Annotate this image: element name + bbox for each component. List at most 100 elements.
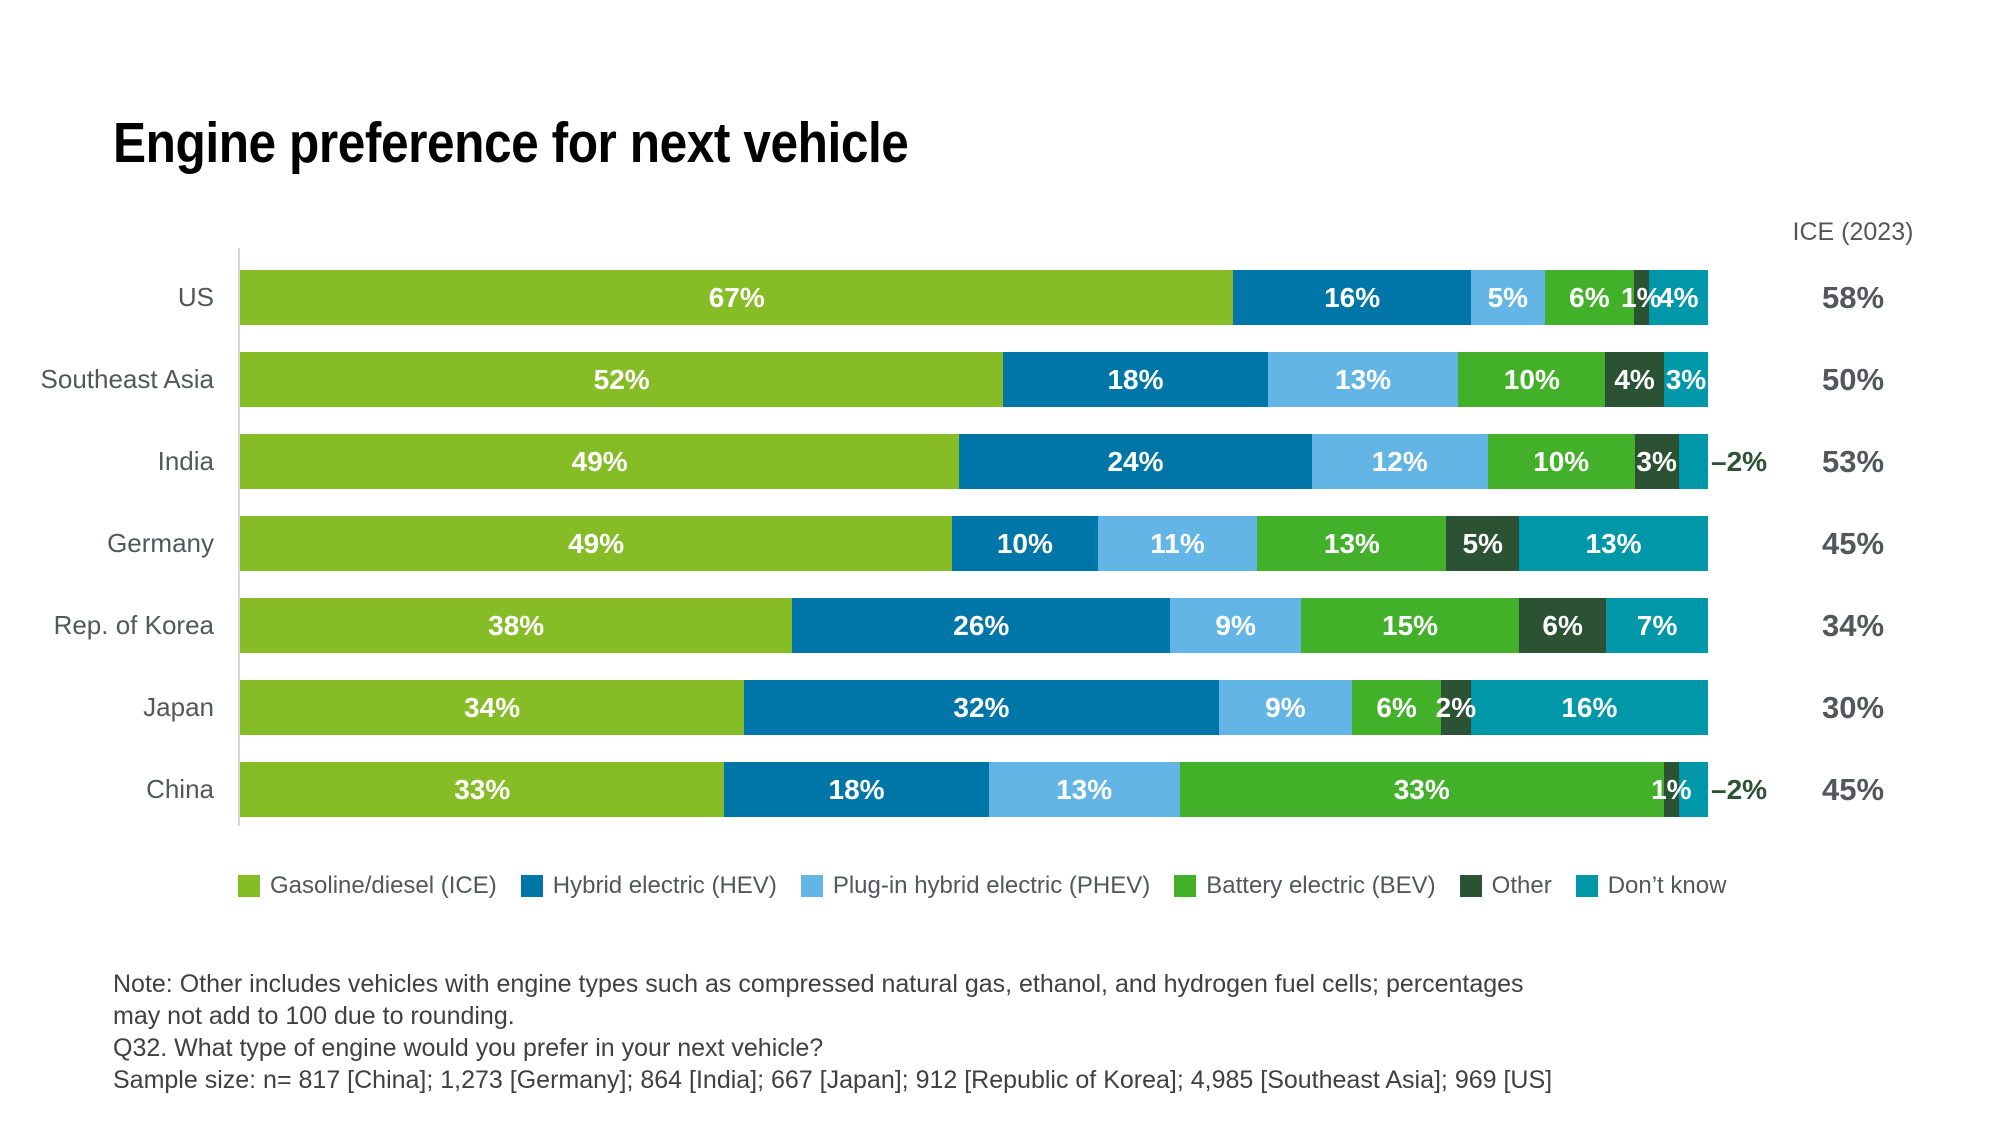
legend-swatch <box>1174 875 1197 897</box>
segment-value-label: 24% <box>1107 446 1164 477</box>
chart-row-japan: Japan 34% 32% 9% 6% 2% 16% 30% <box>0 680 2016 735</box>
chart-row-india: India 49% 24% 12% 10% 3% –2% 53% <box>0 434 2016 489</box>
legend-item-other: Other <box>1459 872 1552 900</box>
bar-segment-hybrid-electric-hev <box>724 762 989 817</box>
bar-segment-battery-electric-bev <box>1257 516 1447 571</box>
legend: Gasoline/diesel (ICE) Hybrid electric (HE… <box>238 872 1726 900</box>
stacked-bar: 38% 26% 9% 15% 6% 7% <box>240 598 1708 653</box>
bar-segment-gasoline-diesel-ice <box>240 598 793 653</box>
legend-swatch <box>520 875 543 897</box>
bar-segment-plug-in-hybrid-electric-phev <box>1267 352 1459 407</box>
legend-swatch <box>1575 875 1598 897</box>
footnote-line: Sample size: n= 817 [China]; 1,273 [Germ… <box>113 1066 1553 1094</box>
bar-segment-plug-in-hybrid-electric-phev <box>1470 270 1545 325</box>
footnote-line: Q32. What type of engine would you prefe… <box>113 1034 824 1062</box>
segment-value-label: 4% <box>1614 364 1655 395</box>
bar-segment-other <box>1519 598 1607 653</box>
bar-segment-gasoline-diesel-ice <box>240 352 1004 407</box>
segment-value-label: 33% <box>1393 774 1450 805</box>
bar-segment-plug-in-hybrid-electric-phev <box>1218 680 1353 735</box>
bar-segment-other <box>1605 352 1664 407</box>
legend-item-plug-in-hybrid-electric-phev: Plug-in hybrid electric (PHEV) <box>800 872 1151 900</box>
footnote-line: may not add to 100 due to rounding. <box>113 1002 515 1030</box>
segment-value-label: 6% <box>1376 692 1417 723</box>
segment-value-label: 2% <box>1435 692 1477 723</box>
segment-value-label: 13% <box>1585 528 1642 559</box>
bar-segment-plug-in-hybrid-electric-phev <box>988 762 1180 817</box>
ice-2023-value: 50% <box>1821 362 1885 397</box>
stacked-bar: 34% 32% 9% 6% 2% 16% <box>240 680 1708 735</box>
legend-item-gasoline-diesel-ice: Gasoline/diesel (ICE) <box>238 872 497 900</box>
segment-value-label: 34% <box>464 692 521 723</box>
segment-value-label: 5% <box>1487 282 1529 313</box>
bar-segment-don-t-know <box>1663 352 1708 407</box>
legend-swatch <box>1459 875 1482 897</box>
outside-value-label: –2% <box>1711 774 1768 805</box>
chart-row-us: US 67% 16% 5% 6% 1% 4% 58% <box>0 270 2016 325</box>
bar-segment-hybrid-electric-hev <box>952 516 1098 571</box>
legend-label: Other <box>1491 872 1552 899</box>
segment-value-label: 1% <box>1651 774 1692 805</box>
segment-value-label: 16% <box>1324 282 1381 313</box>
bar-segment-battery-electric-bev <box>1179 762 1664 817</box>
ice-2023-header: ICE (2023) <box>1792 218 1914 246</box>
segment-value-label: 12% <box>1371 446 1428 477</box>
bar-segment-don-t-know <box>1519 516 1708 571</box>
legend-label: Hybrid electric (HEV) <box>552 872 777 899</box>
bar-segment-gasoline-diesel-ice <box>240 270 1234 325</box>
segment-value-label: 5% <box>1462 528 1503 559</box>
bar-segment-gasoline-diesel-ice <box>240 680 745 735</box>
bar-segment-gasoline-diesel-ice <box>240 762 725 817</box>
ice-2023-value: 30% <box>1821 690 1885 725</box>
legend-item-don-t-know: Don’t know <box>1575 872 1727 900</box>
legend-label: Battery electric (BEV) <box>1206 872 1436 899</box>
bar-segment-other <box>1446 516 1520 571</box>
bar-segment-other <box>1633 270 1649 325</box>
bar-segment-don-t-know <box>1678 762 1708 817</box>
bar-segment-hybrid-electric-hev <box>744 680 1219 735</box>
bar-segment-hybrid-electric-hev <box>959 434 1312 489</box>
segment-value-label: 67% <box>708 282 765 313</box>
stacked-bar: 33% 18% 13% 33% 1% <box>240 762 1708 817</box>
bar-segment-hybrid-electric-hev <box>1003 352 1268 407</box>
segment-value-label: 32% <box>953 692 1010 723</box>
chart-row-rep-of-korea: Rep. of Korea 38% 26% 9% 15% 6% 7% 34% <box>0 598 2016 653</box>
segment-value-label: 11% <box>1150 528 1205 559</box>
segment-value-label: 3% <box>1665 364 1707 395</box>
legend-label: Plug-in hybrid electric (PHEV) <box>832 872 1151 899</box>
bar-segment-battery-electric-bev <box>1487 434 1635 489</box>
bar-segment-don-t-know <box>1678 434 1708 489</box>
row-label: Rep. of Korea <box>53 610 214 640</box>
stacked-bar: 52% 18% 13% 10% 4% 3% <box>240 352 1708 407</box>
bar-segment-battery-electric-bev <box>1301 598 1520 653</box>
segment-value-label: 15% <box>1382 610 1439 641</box>
stacked-bar: 49% 10% 11% 13% 5% 13% <box>240 516 1708 571</box>
segment-value-label: 1% <box>1621 282 1662 313</box>
bar-segment-gasoline-diesel-ice <box>240 516 953 571</box>
chart-row-china: China 33% 18% 13% 33% 1% –2% 45% <box>0 762 2016 817</box>
bar-segment-plug-in-hybrid-electric-phev <box>1170 598 1301 653</box>
row-label: Southeast Asia <box>40 364 214 394</box>
bar-segment-other <box>1663 762 1679 817</box>
row-label: India <box>157 446 214 476</box>
bar-segment-don-t-know <box>1470 680 1708 735</box>
legend-item-battery-electric-bev: Battery electric (BEV) <box>1174 872 1436 900</box>
segment-value-label: 4% <box>1658 282 1699 313</box>
row-label: US <box>177 282 214 312</box>
legend-label: Don’t know <box>1607 872 1727 899</box>
footnotes: Note: Other includes vehicles with engin… <box>113 968 1552 1096</box>
segment-value-label: 6% <box>1569 282 1610 313</box>
chart-title: Engine preference for next vehicle <box>113 111 909 175</box>
row-label: Germany <box>107 528 214 558</box>
chart-row-germany: Germany 49% 10% 11% 13% 5% 13% 45% <box>0 516 2016 571</box>
segment-value-label: 9% <box>1265 692 1306 723</box>
bar-segment-battery-electric-bev <box>1352 680 1442 735</box>
bar-segment-hybrid-electric-hev <box>1233 270 1471 325</box>
ice-2023-value: 45% <box>1821 526 1885 561</box>
segment-value-label: 33% <box>454 774 511 805</box>
y-axis-line <box>238 248 240 826</box>
segment-value-label: 16% <box>1561 692 1618 723</box>
bar-segment-battery-electric-bev <box>1544 270 1634 325</box>
bar-segment-battery-electric-bev <box>1458 352 1606 407</box>
